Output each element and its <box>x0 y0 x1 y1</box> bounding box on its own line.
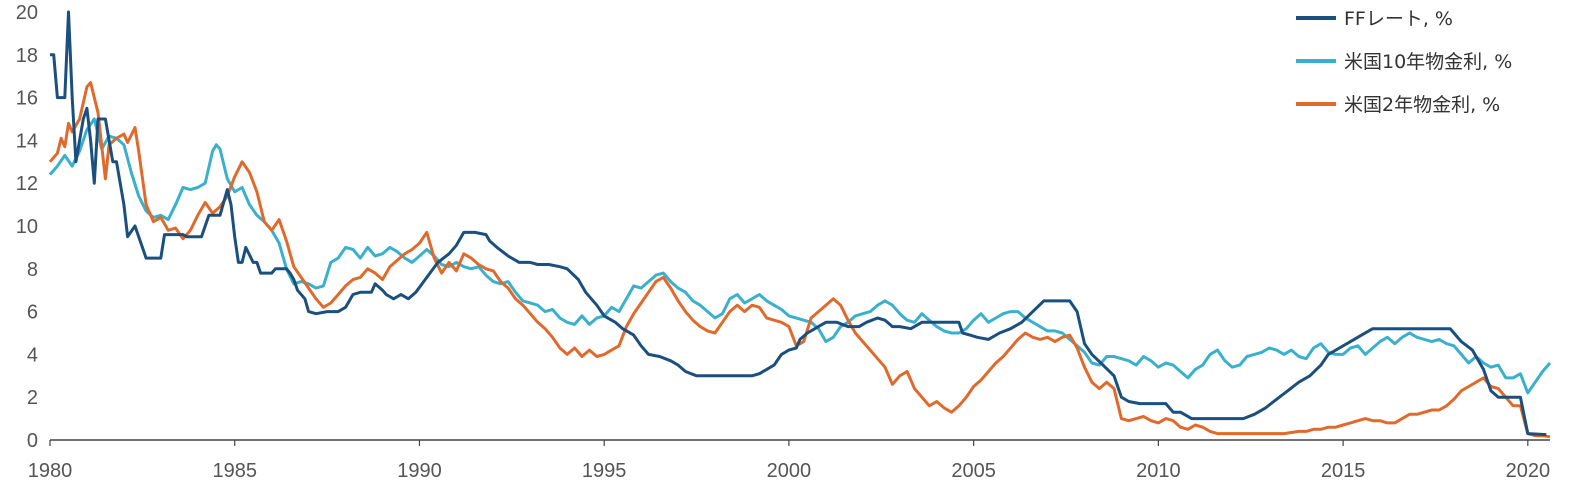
legend-item-us10y[interactable]: 米国10年物金利, % <box>1296 51 1512 73</box>
series-line-us10y <box>48 117 1552 395</box>
y-tick-label: 10 <box>16 216 38 238</box>
series-line-ff-rate <box>50 10 1547 437</box>
y-tick-label: 2 <box>27 387 38 409</box>
legend-item-ff-rate[interactable]: FFレート, % <box>1296 8 1453 30</box>
series-line-us2y <box>48 81 1551 439</box>
x-tick-label: 2020 <box>1506 460 1551 482</box>
legend-label-ff-rate: FFレート, % <box>1344 8 1453 30</box>
y-tick-label: 12 <box>16 173 38 195</box>
y-tick-label: 14 <box>16 130 38 152</box>
x-tick-label: 2010 <box>1136 460 1181 482</box>
y-tick-label: 6 <box>27 302 38 324</box>
y-tick-label: 4 <box>27 344 38 366</box>
legend-item-us2y[interactable]: 米国2年物金利, % <box>1296 94 1500 116</box>
x-tick-label: 1990 <box>397 460 442 482</box>
y-tick-label: 16 <box>16 88 38 110</box>
legend-label-us10y: 米国10年物金利, % <box>1344 51 1512 73</box>
x-axis-tick-marks <box>49 440 1529 446</box>
series-lines <box>48 10 1552 439</box>
x-tick-label: 1985 <box>212 460 257 482</box>
x-tick-label: 1995 <box>582 460 627 482</box>
y-tick-label: 8 <box>27 259 38 281</box>
x-tick-label: 2000 <box>767 460 812 482</box>
legend: FFレート, % 米国10年物金利, % 米国2年物金利, % <box>1296 8 1512 116</box>
y-tick-label: 18 <box>16 45 38 67</box>
x-tick-label: 2015 <box>1321 460 1366 482</box>
y-tick-label: 20 <box>16 2 38 24</box>
x-axis-tick-labels: 1980 1985 1990 1995 2000 2005 2010 2015 2020 <box>28 460 1550 482</box>
x-tick-label: 1980 <box>28 460 73 482</box>
x-tick-label: 2005 <box>951 460 996 482</box>
y-tick-label: 0 <box>27 430 38 452</box>
legend-label-us2y: 米国2年物金利, % <box>1344 94 1500 116</box>
y-axis-tick-labels: 0 2 4 6 8 10 12 14 16 18 20 <box>16 2 38 452</box>
